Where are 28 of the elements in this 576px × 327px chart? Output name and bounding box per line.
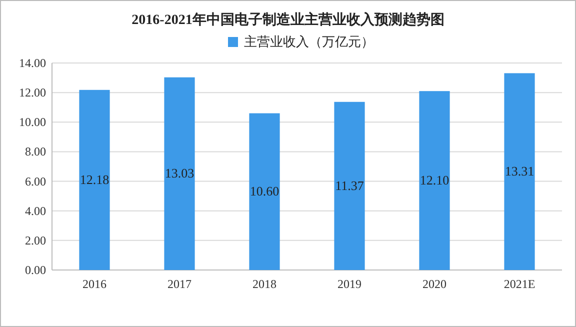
x-tick-label: 2017 [168, 277, 192, 291]
bar [164, 77, 195, 270]
y-tick-label: 6.00 [25, 174, 46, 188]
bar [249, 113, 280, 270]
y-tick-label: 10.00 [19, 115, 46, 130]
text: 11.37 [335, 178, 364, 193]
y-tick-label: 0.00 [25, 263, 46, 277]
text: 12.18 [80, 172, 110, 187]
text: 12.10 [420, 172, 450, 188]
y-tick-label: 8.00 [25, 144, 46, 159]
chart-title: 2016-2021年中国电子制造业主营业收入预测趋势图 [132, 11, 444, 28]
text: 10.60 [250, 184, 280, 199]
x-tick-label: 2016 [82, 277, 106, 291]
y-tick-label: 14.00 [19, 56, 46, 70]
bar [79, 90, 110, 270]
x-tick-label: 2020 [422, 277, 446, 291]
bar [419, 91, 450, 270]
x-tick-label: 2019 [338, 277, 362, 291]
text: 13.03 [164, 166, 194, 181]
y-tick-label: 2.00 [25, 233, 46, 248]
bar [334, 102, 365, 270]
legend-label: 主营业收入（万亿元） [244, 34, 374, 49]
bar [504, 73, 535, 270]
y-tick-label: 4.00 [25, 204, 46, 218]
x-tick-label: 2018 [252, 277, 276, 291]
text: 13.31 [504, 164, 534, 179]
x-tick-label: 2021E [504, 277, 536, 291]
y-tick-label: 12.00 [19, 86, 46, 100]
